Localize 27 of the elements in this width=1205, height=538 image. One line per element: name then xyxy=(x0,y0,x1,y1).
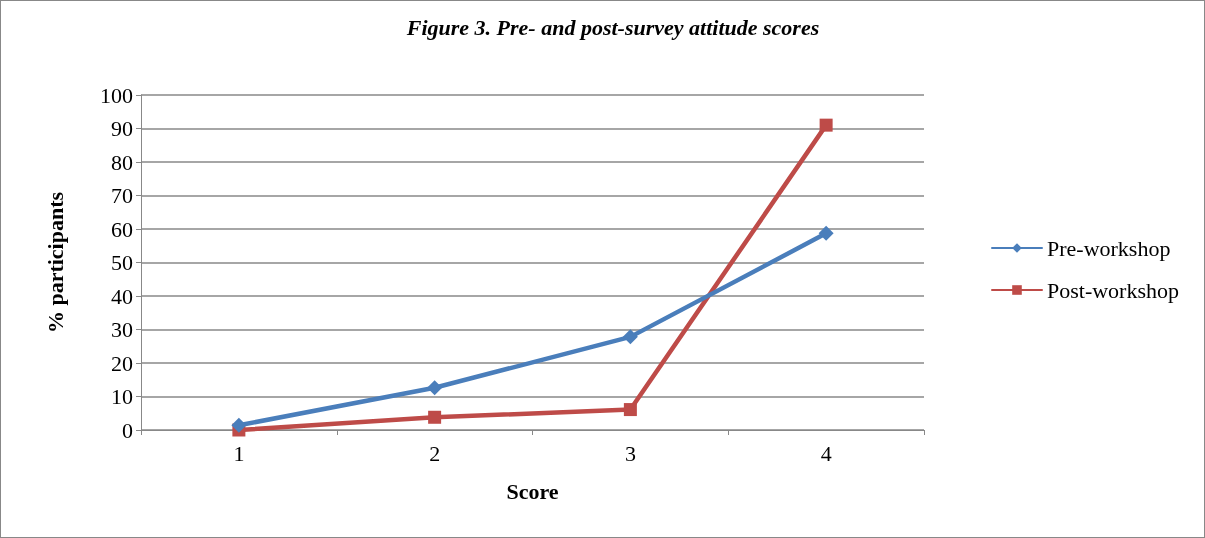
point xyxy=(622,329,638,345)
point xyxy=(428,410,442,424)
y-tick-label: 50 xyxy=(111,250,133,275)
x-tick-label: 2 xyxy=(429,440,441,466)
point xyxy=(427,380,443,396)
y-axis-title: % participants xyxy=(42,191,68,334)
point xyxy=(231,417,247,433)
point xyxy=(818,225,834,241)
y-tick-label: 70 xyxy=(111,183,133,208)
y-tick-label: 20 xyxy=(111,350,133,376)
x-tick-label: 3 xyxy=(624,440,636,466)
y-tick-label: 30 xyxy=(111,317,133,342)
x-tick-label: 4 xyxy=(820,440,832,466)
x-axis-title: Score xyxy=(506,478,559,504)
point xyxy=(819,118,833,132)
chart-title: Figure 3. Pre- and post-survey attitude scores xyxy=(405,14,820,40)
point xyxy=(623,403,637,417)
y-tick-label: 80 xyxy=(111,149,133,175)
y-tick-label: 10 xyxy=(111,384,133,409)
y-tick-label: 100 xyxy=(100,82,133,108)
legend-label: Pre-workshop xyxy=(1046,235,1171,261)
y-tick-label: 90 xyxy=(111,116,133,141)
legend-label: Post-workshop xyxy=(1046,277,1179,303)
x-tick-label: 1 xyxy=(233,440,245,466)
y-tick-label: 60 xyxy=(111,216,133,242)
y-tick-label: 0 xyxy=(122,417,133,443)
y-tick-label: 40 xyxy=(111,283,133,309)
